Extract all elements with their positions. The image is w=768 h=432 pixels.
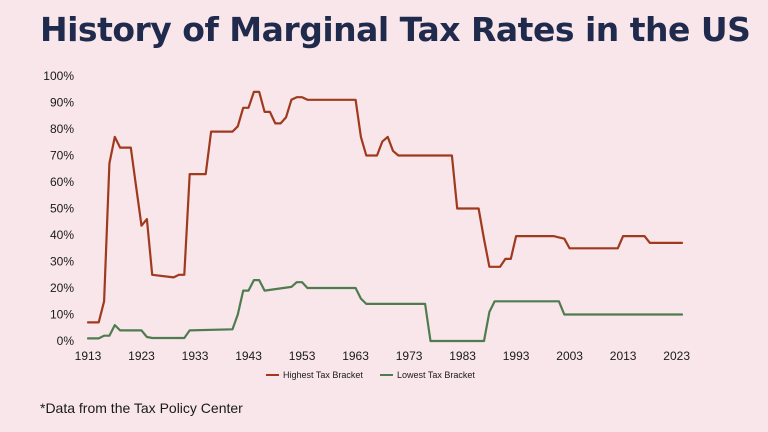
y-tick-label: 40% — [50, 228, 74, 242]
y-tick-label: 70% — [50, 149, 74, 163]
y-tick-label: 80% — [50, 122, 74, 136]
y-tick-label: 100% — [43, 69, 74, 83]
y-tick-label: 10% — [50, 308, 74, 322]
x-tick-label: 1953 — [289, 349, 316, 363]
y-tick-label: 60% — [50, 175, 74, 189]
y-tick-label: 20% — [50, 281, 74, 295]
x-tick-label: 1983 — [449, 349, 476, 363]
x-tick-label: 2003 — [556, 349, 583, 363]
x-tick-label: 1993 — [503, 349, 530, 363]
x-tick-label: 2013 — [610, 349, 637, 363]
footnote: *Data from the Tax Policy Center — [40, 400, 243, 416]
x-tick-label: 1913 — [75, 349, 102, 363]
y-tick-label: 30% — [50, 255, 74, 269]
y-tick-label: 90% — [50, 96, 74, 110]
x-tick-label: 1943 — [235, 349, 262, 363]
legend-lowest-label: Lowest Tax Bracket — [397, 370, 475, 380]
x-tick-label: 2023 — [663, 349, 690, 363]
y-tick-label: 50% — [50, 202, 74, 216]
x-tick-label: 1923 — [128, 349, 155, 363]
legend-highest-label: Highest Tax Bracket — [283, 370, 363, 380]
x-tick-label: 1973 — [396, 349, 423, 363]
page-title: History of Marginal Tax Rates in the US — [40, 10, 751, 49]
y-tick-label: 0% — [57, 334, 75, 348]
x-tick-label: 1933 — [182, 349, 209, 363]
lowest-bracket-line — [86, 279, 684, 343]
highest-bracket-line — [86, 90, 684, 324]
x-tick-label: 1963 — [342, 349, 369, 363]
